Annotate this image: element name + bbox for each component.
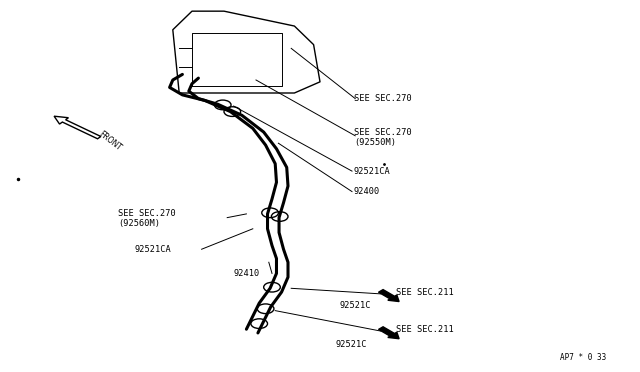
Text: AP7 * 0 33: AP7 * 0 33 [560,353,606,362]
FancyArrow shape [54,116,101,139]
Text: (92560M): (92560M) [118,219,161,228]
Text: (92550M): (92550M) [354,138,396,147]
Text: 92521C: 92521C [336,340,367,349]
Text: 92521C: 92521C [339,301,371,310]
Text: 92521CA: 92521CA [134,245,171,254]
Text: SEE SEC.211: SEE SEC.211 [396,288,453,296]
Text: SEE SEC.270: SEE SEC.270 [354,128,412,137]
Text: 92410: 92410 [234,269,260,278]
Text: SEE SEC.270: SEE SEC.270 [118,209,176,218]
Text: 92521CA: 92521CA [354,167,390,176]
FancyArrow shape [378,289,399,302]
Text: SEE SEC.211: SEE SEC.211 [396,326,453,334]
Text: 92400: 92400 [354,187,380,196]
FancyArrow shape [378,327,399,339]
Text: FRONT: FRONT [97,130,124,153]
Text: SEE SEC.270: SEE SEC.270 [354,94,412,103]
